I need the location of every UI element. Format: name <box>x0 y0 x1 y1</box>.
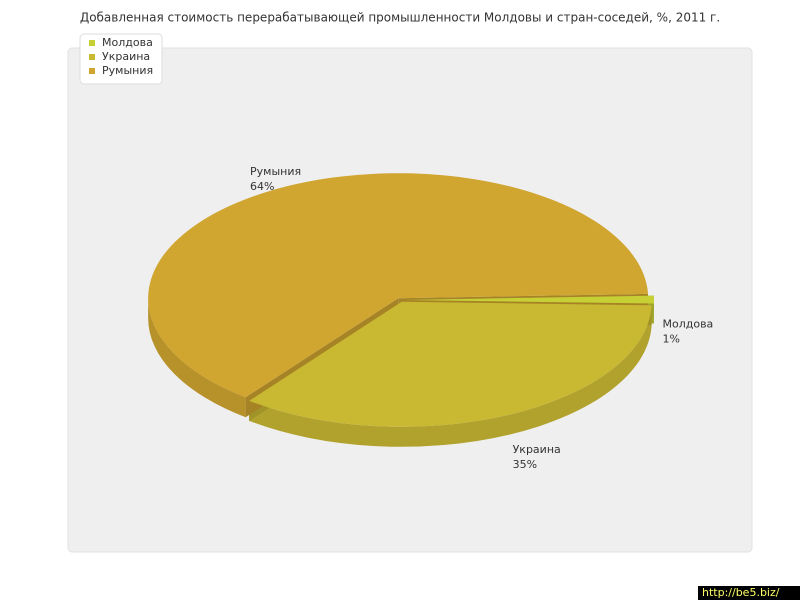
data-label-name: Украина <box>513 443 561 456</box>
watermark-bg <box>698 586 800 600</box>
legend-label: Молдова <box>102 36 153 49</box>
legend-marker <box>89 40 95 46</box>
slice <box>249 301 652 427</box>
data-label: 35% <box>513 458 537 471</box>
data-label-name: Румыния <box>250 165 301 178</box>
data-label: 1% <box>662 332 679 345</box>
legend-marker <box>89 68 95 74</box>
slice-side <box>249 305 652 447</box>
chart-title: Добавленная стоимость перерабатывающей п… <box>80 11 720 25</box>
legend-label: Украина <box>102 50 150 63</box>
legend <box>79 33 163 85</box>
legend-label: Румыния <box>102 64 153 77</box>
data-label: 64% <box>250 180 274 193</box>
slice <box>148 173 649 398</box>
watermark: http://be5.biz/ <box>702 586 780 599</box>
data-label-name: Молдова <box>662 317 713 330</box>
legend-marker <box>89 54 95 60</box>
slice <box>403 295 654 304</box>
slice-side <box>148 298 246 418</box>
